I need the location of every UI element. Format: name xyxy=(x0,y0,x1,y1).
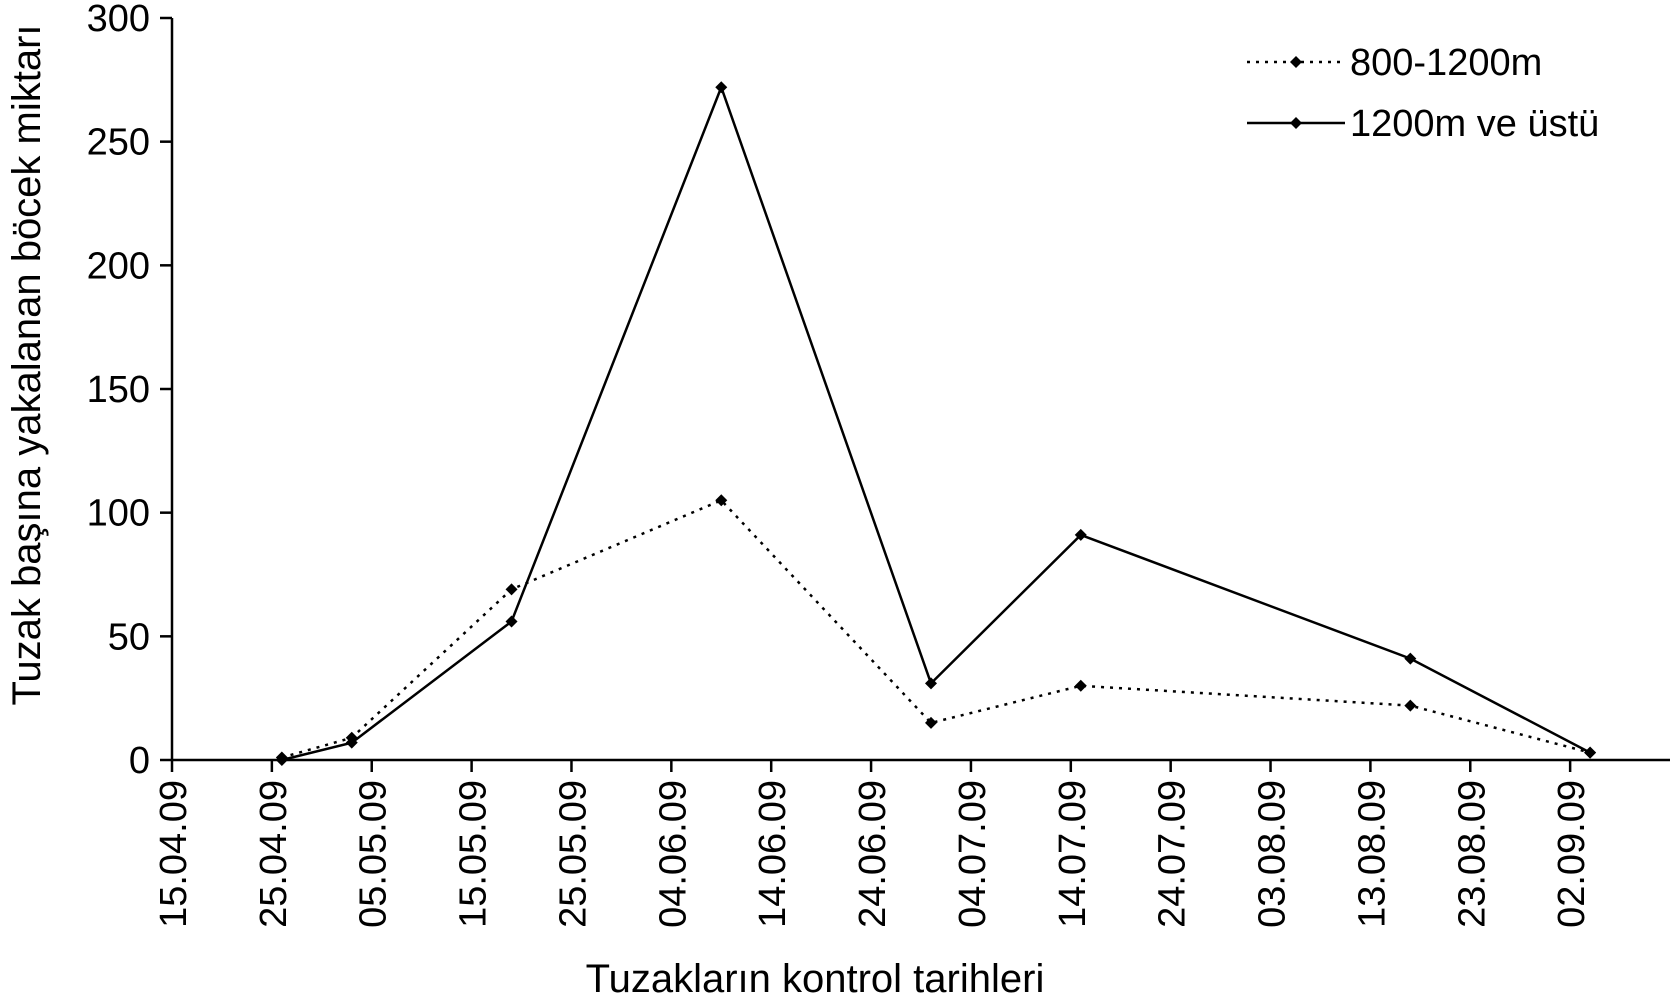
series-1-point xyxy=(924,716,937,729)
x-axis-title: Tuzakların kontrol tarihleri xyxy=(586,957,1045,1001)
legend-label-series-1: 800-1200m xyxy=(1350,42,1542,84)
series-1-point xyxy=(715,494,728,507)
series-2-point xyxy=(1584,746,1597,759)
x-tick-label: 15.05.09 xyxy=(453,780,495,928)
series-2-point xyxy=(1074,528,1087,541)
series-2-point xyxy=(1404,652,1417,665)
series-1-point xyxy=(505,583,518,596)
series-layer xyxy=(275,81,1597,766)
legend-label-series-2: 1200m ve üstü xyxy=(1350,103,1599,145)
x-tick-label: 14.06.09 xyxy=(752,780,794,928)
y-tick-label: 150 xyxy=(87,369,150,411)
x-tick-label: 03.08.09 xyxy=(1252,780,1294,928)
x-tick-label: 14.07.09 xyxy=(1052,780,1094,928)
x-tick-label: 25.05.09 xyxy=(552,780,594,928)
series-2-point xyxy=(345,736,358,749)
x-tick-label: 04.06.09 xyxy=(652,780,694,928)
x-tick-label: 05.05.09 xyxy=(353,780,395,928)
series-2-point xyxy=(275,754,288,766)
y-tick-label: 100 xyxy=(87,493,150,535)
y-tick-label: 250 xyxy=(87,122,150,164)
legend-marker-series-2 xyxy=(1290,117,1302,129)
x-tick-label: 24.06.09 xyxy=(852,780,894,928)
x-tick-label: 15.04.09 xyxy=(153,780,195,928)
x-tick-label: 13.08.09 xyxy=(1351,780,1393,928)
series-line-1 xyxy=(281,498,1591,759)
series-2-point xyxy=(715,81,728,94)
legend-marker-series-1 xyxy=(1290,56,1302,68)
y-axis-title: Tuzak başına yakalanan böcek miktarı xyxy=(5,24,49,705)
y-ticks: 0 50 100 150 200 250 300 xyxy=(87,0,172,782)
series-line-2 xyxy=(281,83,1591,762)
x-tick-label: 04.07.09 xyxy=(952,780,994,928)
series-2-point xyxy=(505,615,518,628)
series-1-point xyxy=(1074,679,1087,692)
series-1-point xyxy=(1404,699,1417,712)
x-tick-label: 02.09.09 xyxy=(1551,780,1593,928)
x-ticks: 15.04.09 25.04.09 05.05.09 15.05.09 25.05.09… xyxy=(153,760,1593,928)
x-tick-label: 24.07.09 xyxy=(1152,780,1194,928)
y-tick-label: 300 xyxy=(87,0,150,40)
legend: 800-1200m 1200m ve üstü xyxy=(1247,42,1599,145)
y-tick-label: 200 xyxy=(87,245,150,287)
x-tick-label: 23.08.09 xyxy=(1451,780,1493,928)
x-tick-label: 25.04.09 xyxy=(253,780,295,928)
legend-item-series-2: 1200m ve üstü xyxy=(1247,103,1599,145)
y-tick-label: 0 xyxy=(129,740,150,782)
y-tick-label: 50 xyxy=(108,616,150,658)
series-2-point xyxy=(924,677,937,690)
legend-item-series-1: 800-1200m xyxy=(1247,42,1542,84)
